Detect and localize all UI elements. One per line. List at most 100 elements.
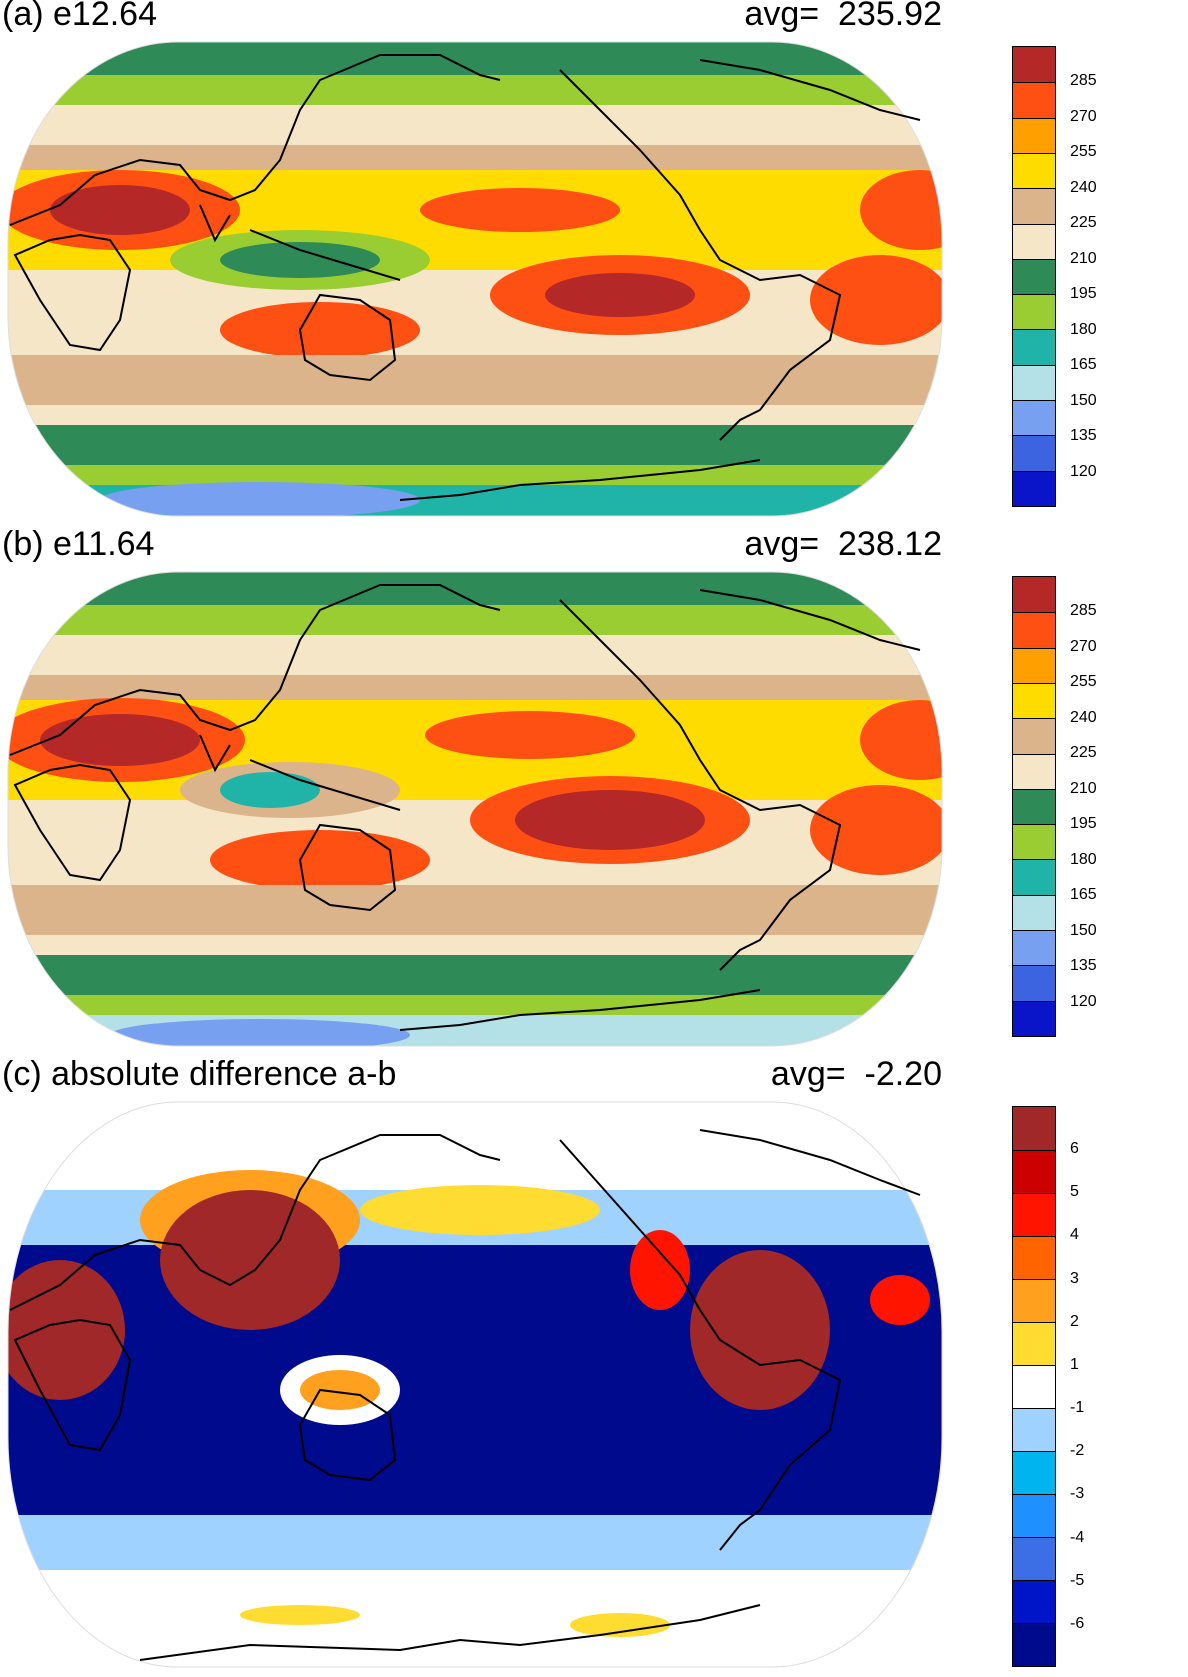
colorbar-tick-label: 210 bbox=[1070, 249, 1097, 267]
colorbar-tick-label: 150 bbox=[1070, 391, 1097, 409]
colorbar-cell bbox=[1013, 1322, 1055, 1365]
field-natl bbox=[860, 170, 942, 250]
colorbar-cell bbox=[1013, 117, 1055, 153]
field-epac-core bbox=[515, 790, 705, 850]
field-samerica bbox=[690, 1250, 830, 1410]
field-south-blob1 bbox=[240, 1605, 360, 1625]
colorbar-tick-label: 6 bbox=[1070, 1140, 1079, 1158]
field-band-s2 bbox=[8, 935, 942, 955]
colorbar-tick-label: 225 bbox=[1070, 744, 1097, 762]
colorbar-tick-label: 270 bbox=[1070, 107, 1097, 125]
colorbar-cell bbox=[1013, 682, 1055, 719]
colorbar-cell bbox=[1013, 1623, 1055, 1666]
field-southern2 bbox=[8, 465, 942, 485]
panel-a: (a) e12.64 avg= 235.92 bbox=[0, 0, 1188, 520]
colorbar-cell bbox=[1013, 1494, 1055, 1537]
field-subarctic bbox=[8, 605, 942, 635]
colorbar-tick-label: 195 bbox=[1070, 285, 1097, 303]
colorbar-cell bbox=[1013, 329, 1055, 365]
field-camerica bbox=[630, 1230, 690, 1310]
colorbar-tick-label: 180 bbox=[1070, 850, 1097, 868]
colorbar-tick-label: 195 bbox=[1070, 815, 1097, 833]
field-aus-core bbox=[300, 1370, 380, 1410]
field-arctic bbox=[8, 572, 942, 610]
field-atl bbox=[870, 1275, 930, 1325]
panel-a-title: (a) e12.64 bbox=[2, 0, 157, 33]
colorbar-tick-label: 135 bbox=[1070, 427, 1097, 445]
colorbar-tick-label: 2 bbox=[1070, 1312, 1079, 1330]
colorbar-cell bbox=[1013, 82, 1055, 118]
field-band-s bbox=[8, 1515, 942, 1575]
field-southern bbox=[8, 955, 942, 995]
colorbar-cell bbox=[1013, 223, 1055, 259]
colorbar-tick-label: 255 bbox=[1070, 673, 1097, 691]
colorbar-cell bbox=[1013, 364, 1055, 401]
field-south-blob2 bbox=[570, 1613, 670, 1637]
field-satl bbox=[810, 255, 942, 345]
colorbar-cell bbox=[1013, 894, 1055, 931]
field-satl bbox=[810, 785, 942, 875]
colorbar-tick-label: -2 bbox=[1070, 1442, 1085, 1460]
panel-c-title: (c) absolute difference a-b bbox=[2, 1055, 397, 1093]
panel-b-title: (b) e11.64 bbox=[2, 525, 155, 563]
map-frame bbox=[7, 571, 943, 1047]
colorbar-tick-label: 1 bbox=[1070, 1355, 1079, 1373]
field-band bbox=[8, 145, 942, 170]
colorbar-cell bbox=[1013, 152, 1055, 189]
field-arctic bbox=[8, 42, 942, 80]
colorbar-tick-label: 150 bbox=[1070, 921, 1097, 939]
panel-a-avg-value: 235.92 bbox=[838, 0, 942, 33]
colorbar-cell bbox=[1013, 1107, 1055, 1150]
field-epac-core bbox=[545, 273, 695, 317]
colorbar-cell bbox=[1013, 258, 1055, 295]
colorbar-tick-label: 270 bbox=[1070, 637, 1097, 655]
panel-a-avg-label: avg= bbox=[744, 0, 820, 33]
map-frame bbox=[7, 1101, 943, 1668]
colorbar-tick-label: 165 bbox=[1070, 356, 1097, 374]
panel-a-colorbar bbox=[1012, 46, 1056, 507]
panel-b-avg-label: avg= bbox=[744, 525, 820, 563]
colorbar-tick-label: -6 bbox=[1070, 1614, 1085, 1632]
coastlines bbox=[9, 584, 921, 1031]
colorbar-cell bbox=[1013, 612, 1055, 648]
colorbar-tick-label: -4 bbox=[1070, 1528, 1085, 1546]
colorbar-cell bbox=[1013, 188, 1055, 224]
map-frame bbox=[7, 41, 943, 517]
colorbar-tick-label: -5 bbox=[1070, 1571, 1085, 1589]
field-antarctic-core bbox=[110, 1019, 410, 1046]
panel-a-map bbox=[7, 41, 943, 517]
field-band bbox=[8, 675, 942, 700]
panel-c-avg: avg= -2.20 bbox=[771, 1054, 942, 1094]
colorbar-tick-label: 120 bbox=[1070, 992, 1097, 1010]
field-midlat-n bbox=[8, 105, 942, 145]
colorbar-tick-label: 180 bbox=[1070, 320, 1097, 338]
colorbar-cell bbox=[1013, 788, 1055, 825]
field-subarctic bbox=[8, 75, 942, 105]
colorbar-cell bbox=[1013, 718, 1055, 754]
panel-c: (c) absolute difference a-b avg= -2.20 bbox=[0, 1055, 1188, 1677]
colorbar-cell bbox=[1013, 1580, 1055, 1623]
field-warmpool-core bbox=[220, 772, 320, 808]
colorbar-cell bbox=[1013, 965, 1055, 1001]
panel-c-avg-value: -2.20 bbox=[864, 1055, 943, 1093]
colorbar-cell bbox=[1013, 47, 1055, 83]
colorbar-cell bbox=[1013, 400, 1055, 436]
colorbar-tick-label: 240 bbox=[1070, 708, 1097, 726]
colorbar-tick-label: 4 bbox=[1070, 1226, 1079, 1244]
panel-b-avg: avg= 238.12 bbox=[744, 524, 942, 564]
colorbar-cell bbox=[1013, 1236, 1055, 1279]
coastlines bbox=[9, 1129, 921, 1661]
colorbar-cell bbox=[1013, 753, 1055, 789]
colorbar-tick-label: 255 bbox=[1070, 143, 1097, 161]
colorbar-cell bbox=[1013, 470, 1055, 506]
colorbar-cell bbox=[1013, 577, 1055, 613]
field-southern2 bbox=[8, 995, 942, 1015]
field-band-s bbox=[8, 885, 942, 935]
colorbar-cell bbox=[1013, 1451, 1055, 1494]
field-npac bbox=[420, 188, 620, 232]
colorbar-tick-label: -1 bbox=[1070, 1399, 1085, 1417]
field-band-s bbox=[8, 355, 942, 405]
colorbar-tick-label: 225 bbox=[1070, 214, 1097, 232]
colorbar-tick-label: 5 bbox=[1070, 1183, 1079, 1201]
colorbar-tick-label: 240 bbox=[1070, 178, 1097, 196]
